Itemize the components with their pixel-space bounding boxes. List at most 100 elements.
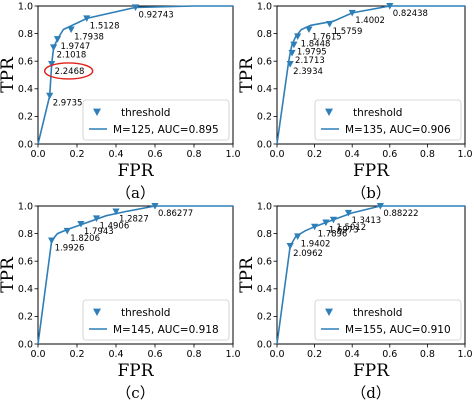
x-tick-label: 0.4 — [345, 349, 360, 360]
x-tick-label: 0.2 — [69, 149, 84, 160]
threshold-marker — [48, 60, 56, 68]
y-tick-label: 0.2 — [18, 112, 33, 123]
threshold-label: 0.82438 — [393, 9, 428, 19]
y-tick-label: 1.0 — [18, 201, 33, 212]
y-tick-label: 0.0 — [18, 339, 33, 350]
x-tick-label: 0.0 — [269, 349, 284, 360]
threshold-label: 1.5759 — [333, 27, 363, 37]
threshold-marker — [348, 9, 356, 17]
x-tick-label: 1.0 — [457, 149, 472, 160]
threshold-marker — [322, 219, 330, 227]
threshold-marker — [305, 26, 313, 34]
y-tick-label: 0.4 — [18, 284, 33, 295]
legend-label-series: M=145, AUC=0.918 — [113, 324, 219, 336]
threshold-label: 1.6973 — [329, 226, 359, 236]
x-tick-label: 0.8 — [186, 349, 201, 360]
x-tick-label: 0.2 — [69, 349, 84, 360]
threshold-marker — [67, 26, 75, 34]
x-tick-label: 0.2 — [307, 349, 322, 360]
threshold-label: 0.92743 — [139, 10, 174, 20]
y-tick-label: 0.6 — [18, 257, 33, 268]
legend-box — [82, 99, 230, 141]
threshold-label: 1.7615 — [312, 32, 342, 42]
threshold-label: 2.1713 — [295, 56, 325, 66]
y-tick-label: 0.0 — [257, 339, 272, 350]
y-axis-label: TPR — [0, 56, 18, 93]
threshold-marker — [53, 36, 62, 43]
threshold-marker — [290, 41, 298, 49]
threshold-label: 2.1018 — [57, 50, 87, 60]
roc-panel-0: 0.0 0.2 0.4 0.6 0.8 1.0 0.0 0.2 0.4 0.6 0.8 1.0 FPR T… — [0, 1, 241, 202]
legend-label-threshold: threshold — [121, 307, 170, 319]
panel-caption: （b） — [351, 184, 391, 202]
threshold-label: 1.4906 — [100, 221, 130, 231]
threshold-marker — [151, 203, 159, 210]
threshold-label: 1.5012 — [336, 223, 366, 233]
threshold-label: 1.2827 — [119, 215, 149, 225]
y-tick-label: 0.0 — [18, 139, 33, 150]
y-tick-label: 0.2 — [257, 112, 272, 123]
threshold-label: 0.88222 — [383, 209, 418, 219]
threshold-marker — [92, 215, 101, 223]
y-axis-label: TPR — [237, 256, 257, 293]
threshold-marker — [286, 60, 294, 68]
panel-caption: （d） — [351, 384, 391, 401]
legend-marker-swatch — [93, 308, 101, 316]
roc-panel-2: 0.0 0.2 0.4 0.6 0.8 1.0 0.0 0.2 0.4 0.6 0.8 1.0 FPR T… — [0, 201, 241, 401]
threshold-label: 1.7896 — [318, 230, 348, 240]
threshold-label: 1.7943 — [84, 227, 114, 237]
y-tick-label: 0.4 — [18, 84, 33, 95]
threshold-marker — [48, 237, 56, 245]
y-tick-label: 0.6 — [257, 57, 272, 68]
x-tick-label: 1.0 — [457, 349, 472, 360]
x-axis-label: FPR — [117, 361, 154, 381]
x-tick-label: 0.4 — [108, 349, 123, 360]
threshold-label: 0.86277 — [158, 209, 193, 219]
threshold-marker — [288, 49, 296, 57]
x-tick-label: 0.8 — [420, 149, 435, 160]
legend-label-series: M=135, AUC=0.906 — [345, 124, 451, 136]
legend-label-threshold: threshold — [121, 107, 170, 119]
panel-caption: （c） — [116, 384, 154, 401]
roc-panel-3: 0.0 0.2 0.4 0.6 0.8 1.0 0.0 0.2 0.4 0.6 0.8 1.0 FPR T… — [237, 201, 473, 401]
threshold-marker — [83, 15, 91, 23]
y-tick-label: 0.0 — [257, 139, 272, 150]
plot-frame — [37, 205, 234, 345]
y-tick-label: 0.2 — [257, 312, 272, 323]
x-tick-label: 0.8 — [420, 349, 435, 360]
panel-caption: （a） — [116, 184, 155, 202]
x-axis-label: FPR — [117, 161, 154, 181]
legend-label-threshold: threshold — [353, 107, 402, 119]
roc-curve — [37, 5, 233, 145]
x-tick-label: 0.0 — [30, 149, 45, 160]
roc-panel-1: 0.0 0.2 0.4 0.6 0.8 1.0 0.0 0.2 0.4 0.6 0.8 1.0 FPR T… — [237, 1, 473, 202]
threshold-marker — [63, 227, 71, 235]
legend-box — [82, 299, 230, 341]
x-tick-label: 0.8 — [186, 149, 201, 160]
legend-marker-swatch — [325, 308, 333, 316]
threshold-label: 1.9402 — [301, 239, 331, 249]
legend-label-series: M=155, AUC=0.910 — [345, 324, 451, 336]
threshold-label: 1.4002 — [355, 16, 385, 26]
threshold-label: 2.9735 — [53, 99, 83, 109]
x-tick-label: 0.4 — [345, 149, 360, 160]
x-tick-label: 1.0 — [225, 149, 240, 160]
y-tick-label: 0.8 — [18, 29, 33, 40]
threshold-marker — [294, 33, 302, 40]
x-tick-label: 1.0 — [225, 349, 240, 360]
legend-label-series: M=125, AUC=0.895 — [113, 124, 219, 136]
roc-curve — [276, 205, 465, 345]
threshold-marker — [386, 3, 394, 10]
y-tick-label: 0.6 — [18, 57, 33, 68]
x-tick-label: 0.6 — [147, 149, 162, 160]
threshold-marker — [77, 220, 85, 228]
y-tick-label: 0.8 — [257, 29, 272, 40]
legend-box — [314, 99, 462, 141]
threshold-label: 1.9795 — [297, 48, 327, 58]
threshold-label: 2.3934 — [293, 67, 323, 77]
y-axis-label: TPR — [0, 256, 18, 293]
legend-marker-swatch — [325, 108, 333, 116]
y-tick-label: 0.8 — [257, 229, 272, 240]
threshold-label: 1.9926 — [55, 244, 85, 254]
